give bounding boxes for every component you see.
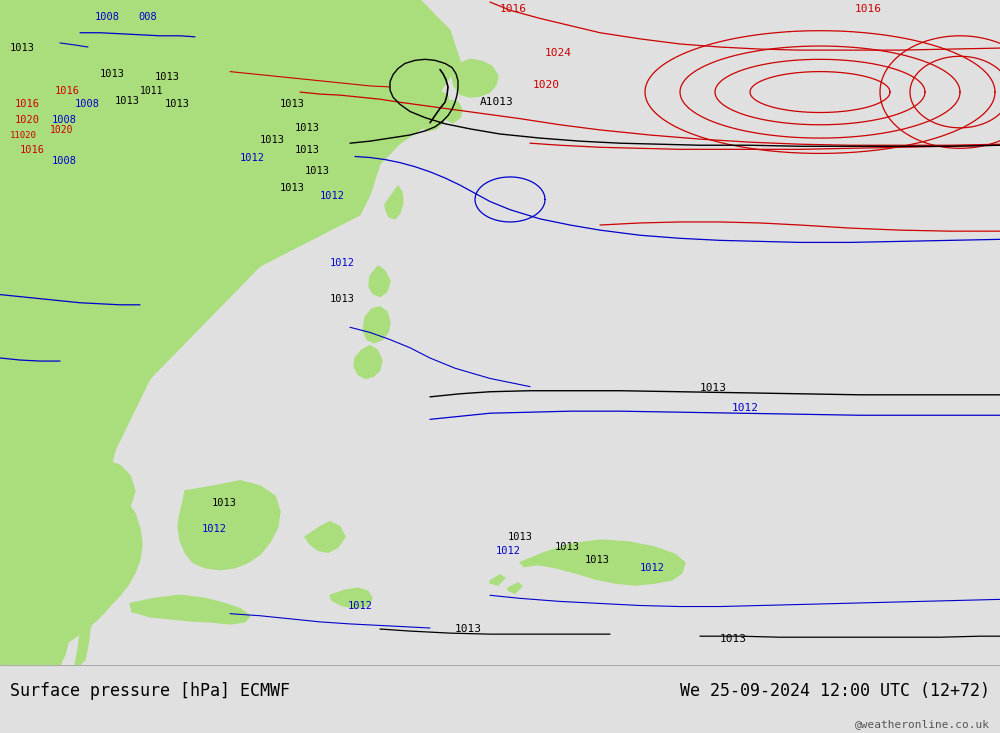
Text: 1013: 1013 xyxy=(115,96,140,106)
Polygon shape xyxy=(354,346,382,378)
Text: 1024: 1024 xyxy=(545,48,572,58)
Text: 1013: 1013 xyxy=(295,145,320,155)
Text: 1012: 1012 xyxy=(732,403,759,413)
Text: 1013: 1013 xyxy=(165,100,190,109)
Text: 1016: 1016 xyxy=(55,86,80,96)
Text: A1013: A1013 xyxy=(480,97,514,107)
Polygon shape xyxy=(178,481,280,570)
Text: 1013: 1013 xyxy=(455,624,482,634)
Polygon shape xyxy=(508,583,522,593)
Polygon shape xyxy=(490,575,505,585)
Text: 1008: 1008 xyxy=(75,100,100,109)
Text: 1013: 1013 xyxy=(700,383,727,393)
Polygon shape xyxy=(75,460,135,665)
Polygon shape xyxy=(369,266,390,297)
Text: 1013: 1013 xyxy=(720,634,747,644)
Text: 1012: 1012 xyxy=(202,524,227,534)
Text: 008: 008 xyxy=(138,12,157,23)
Polygon shape xyxy=(0,0,450,532)
Text: 1020: 1020 xyxy=(533,80,560,90)
Text: 1013: 1013 xyxy=(212,498,237,508)
Text: 1013: 1013 xyxy=(260,135,285,145)
Text: 1020: 1020 xyxy=(15,115,40,125)
Polygon shape xyxy=(520,540,685,585)
Text: 1013: 1013 xyxy=(585,555,610,564)
Polygon shape xyxy=(0,256,165,665)
Text: 1011: 1011 xyxy=(140,86,164,96)
Polygon shape xyxy=(444,100,462,122)
Text: 1013: 1013 xyxy=(555,542,580,552)
Text: 1008: 1008 xyxy=(95,12,120,23)
Polygon shape xyxy=(363,307,390,342)
Polygon shape xyxy=(330,588,372,608)
Text: 1013: 1013 xyxy=(295,123,320,133)
Text: We 25-09-2024 12:00 UTC (12+72): We 25-09-2024 12:00 UTC (12+72) xyxy=(680,682,990,700)
Text: 1013: 1013 xyxy=(508,532,533,542)
Text: @weatheronline.co.uk: @weatheronline.co.uk xyxy=(855,719,990,729)
Text: 1012: 1012 xyxy=(640,563,665,572)
Text: 1012: 1012 xyxy=(348,600,373,611)
Text: 1016: 1016 xyxy=(500,4,527,14)
Text: 1013: 1013 xyxy=(280,100,305,109)
Text: 1016: 1016 xyxy=(855,4,882,14)
Text: 1013: 1013 xyxy=(330,294,355,303)
Text: 1008: 1008 xyxy=(52,115,77,125)
Polygon shape xyxy=(452,59,498,97)
Text: 1008: 1008 xyxy=(52,155,77,166)
Text: 1012: 1012 xyxy=(330,258,355,268)
Polygon shape xyxy=(420,92,450,131)
Text: 1016: 1016 xyxy=(20,145,45,155)
Text: 1012: 1012 xyxy=(240,152,265,163)
Text: 1013: 1013 xyxy=(305,166,330,176)
Text: 1012: 1012 xyxy=(320,191,345,202)
Text: 1016: 1016 xyxy=(15,100,40,109)
Text: Surface pressure [hPa] ECMWF: Surface pressure [hPa] ECMWF xyxy=(10,682,290,700)
Polygon shape xyxy=(50,465,142,647)
Text: 1013: 1013 xyxy=(100,69,125,78)
Polygon shape xyxy=(130,595,250,624)
Polygon shape xyxy=(0,0,460,583)
Text: 11020: 11020 xyxy=(10,131,37,140)
Polygon shape xyxy=(385,186,403,219)
Text: 1013: 1013 xyxy=(10,43,35,53)
Text: 1013: 1013 xyxy=(155,72,180,82)
Text: 1012: 1012 xyxy=(496,546,521,556)
Polygon shape xyxy=(305,522,345,553)
Text: 1020: 1020 xyxy=(50,125,74,135)
Text: 1013: 1013 xyxy=(280,183,305,194)
